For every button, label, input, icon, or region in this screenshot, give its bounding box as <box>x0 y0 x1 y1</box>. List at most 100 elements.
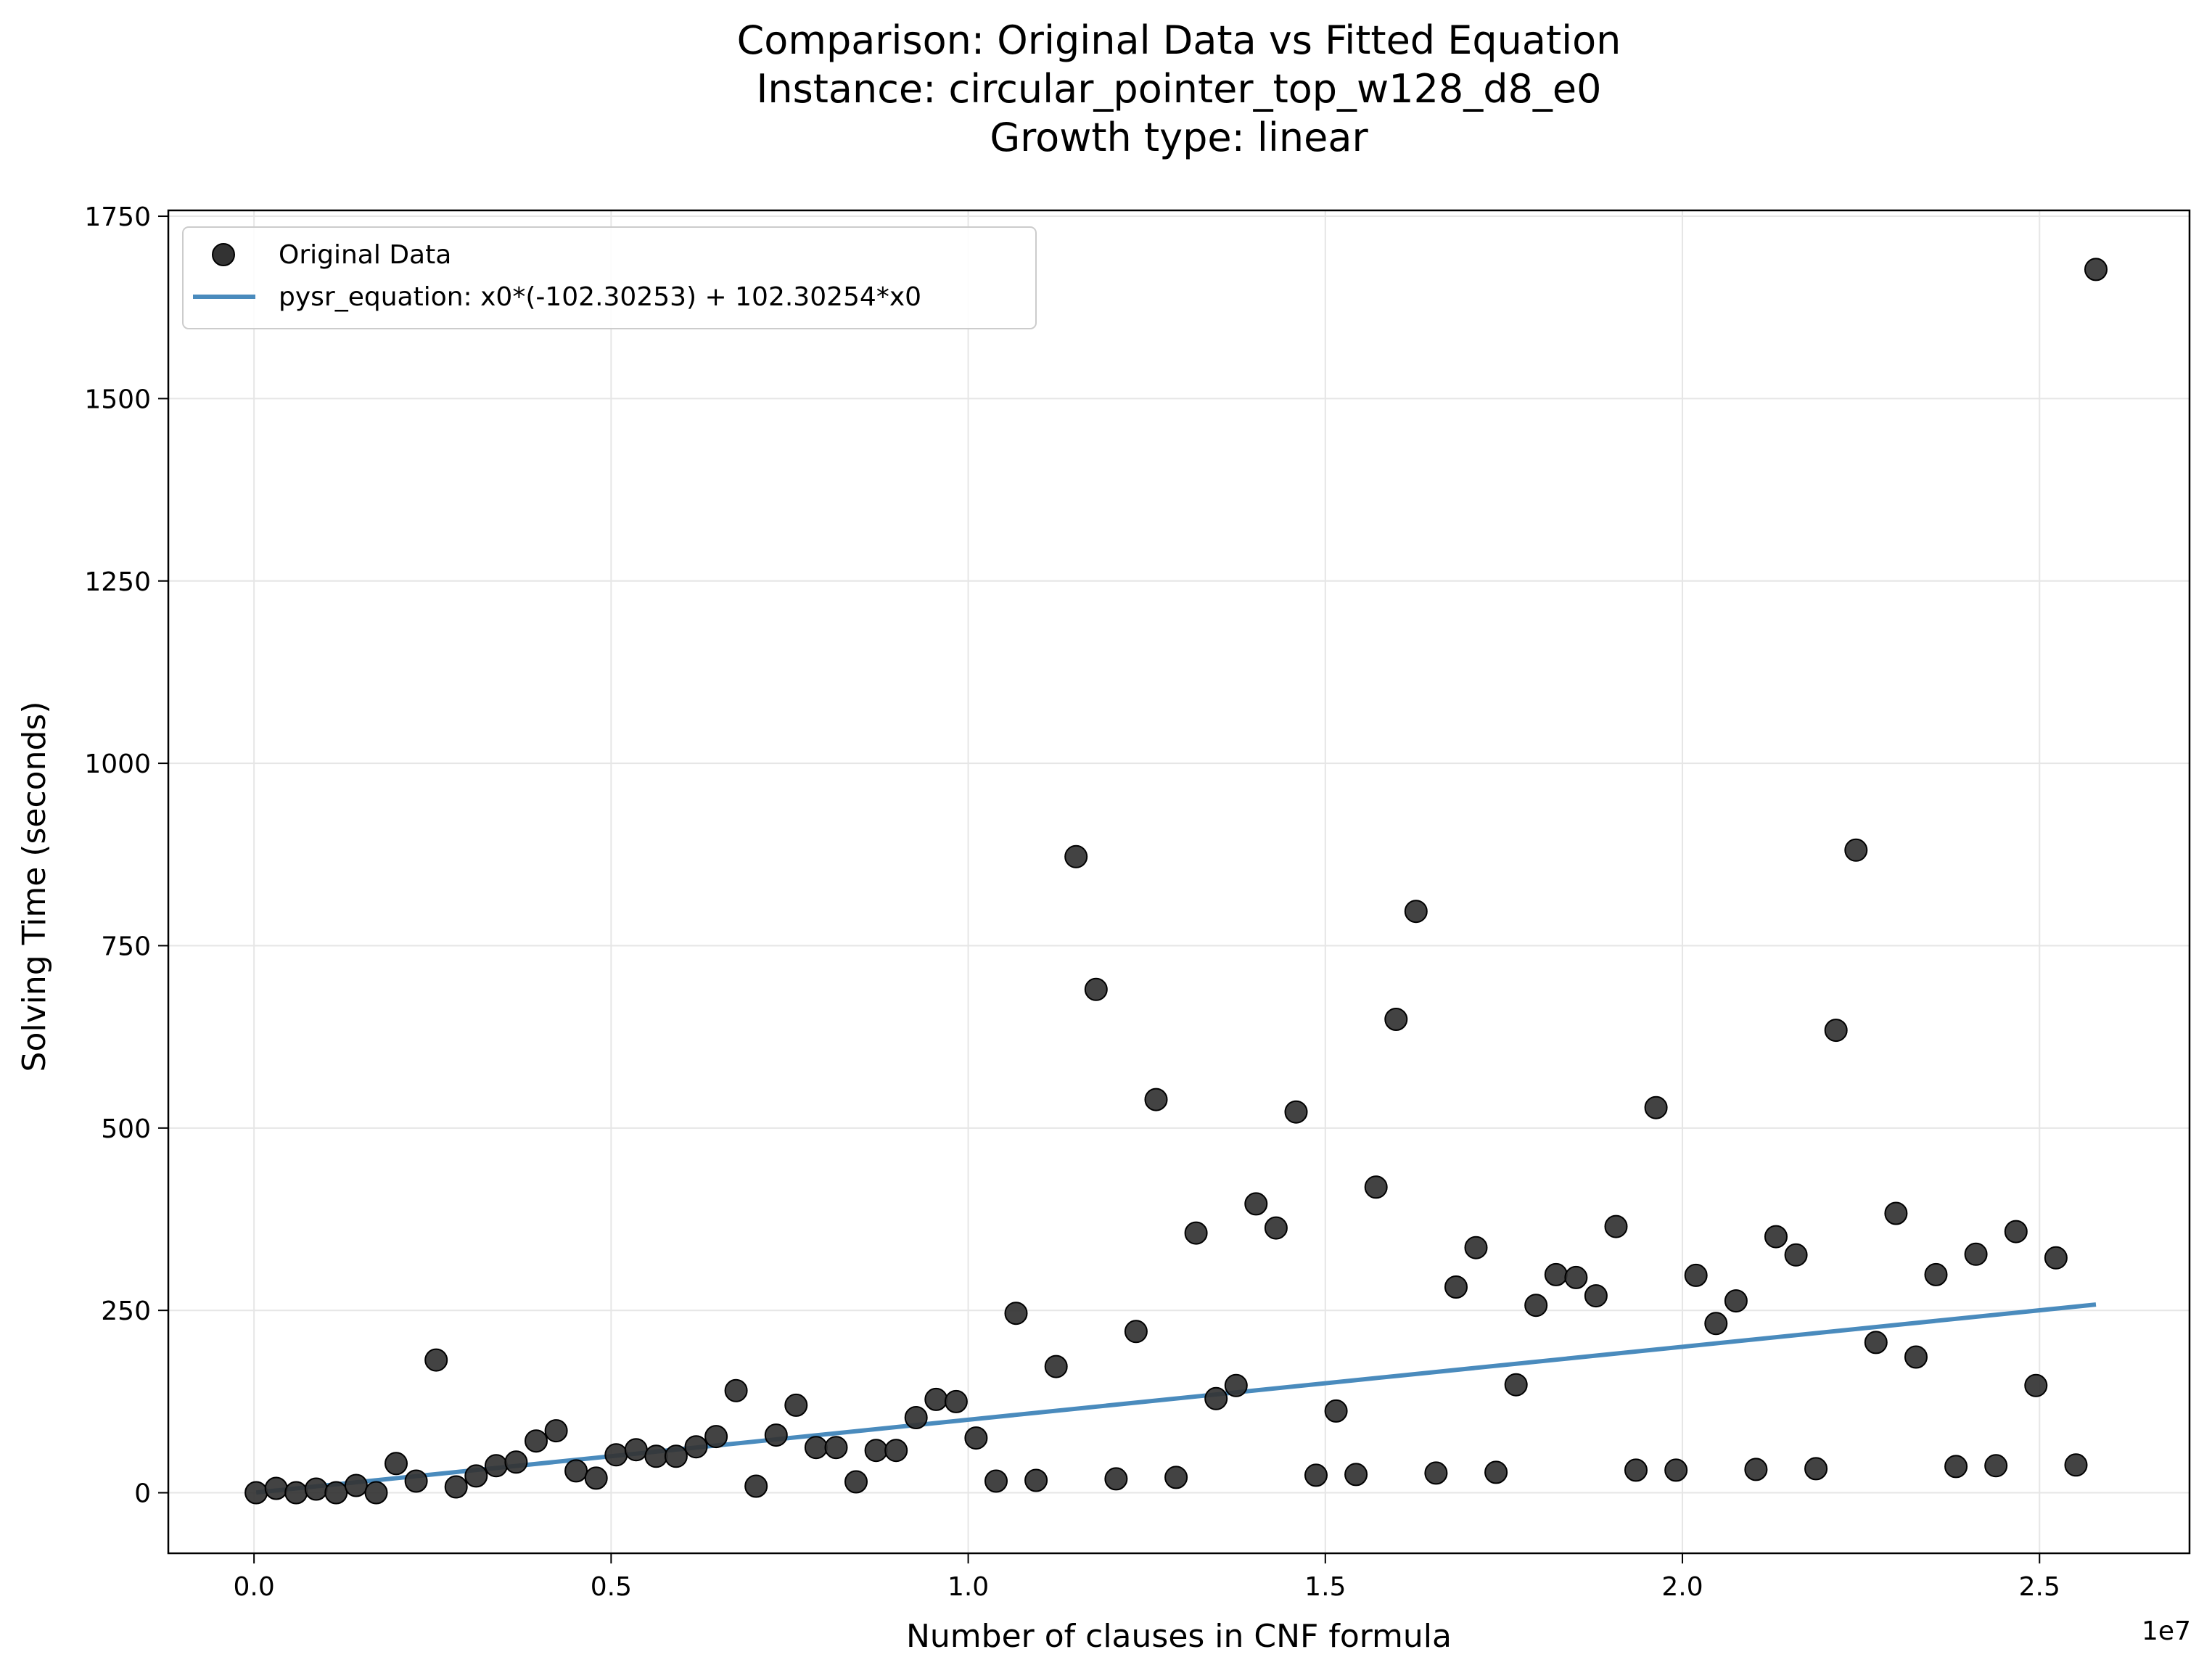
legend-marker-original-data <box>212 243 235 266</box>
data-point <box>1764 1225 1788 1249</box>
data-point <box>584 1466 608 1490</box>
legend-label-pysr-equation: pysr_equation: x0*(-102.30253) + 102.302… <box>279 282 921 312</box>
data-point <box>1904 1345 1928 1369</box>
data-point <box>264 1476 288 1500</box>
x-tick-label: 2.5 <box>2019 1572 2060 1602</box>
data-point <box>1084 977 1108 1001</box>
data-point <box>1364 1175 1388 1199</box>
data-point <box>1244 1192 1268 1216</box>
data-point <box>684 1435 708 1459</box>
data-point <box>1464 1236 1488 1259</box>
data-point <box>1864 1331 1888 1355</box>
data-point <box>1444 1275 1468 1299</box>
data-point <box>1544 1262 1568 1286</box>
scatter-points-layer <box>244 258 2108 1505</box>
data-point <box>2084 258 2108 281</box>
data-point <box>1744 1458 1768 1481</box>
plot-frame <box>167 209 2191 1555</box>
data-point <box>385 1452 408 1476</box>
data-point <box>1004 1302 1028 1325</box>
y-tick-label: 750 <box>101 932 151 961</box>
data-point <box>1324 1399 1348 1423</box>
y-tick-label: 250 <box>101 1296 151 1326</box>
data-point <box>1644 1096 1668 1119</box>
fitted-line <box>255 1302 2097 1495</box>
data-point <box>1524 1294 1548 1318</box>
data-point <box>364 1481 388 1505</box>
data-point <box>884 1439 908 1463</box>
data-point <box>1504 1373 1528 1397</box>
data-point <box>624 1438 648 1462</box>
data-point <box>2024 1373 2048 1397</box>
data-point <box>904 1406 928 1429</box>
x-tick-label: 1.0 <box>947 1572 989 1602</box>
y-tick-label: 1750 <box>84 202 151 232</box>
data-point <box>1724 1289 1748 1313</box>
y-tick-label: 1000 <box>84 749 151 779</box>
data-point <box>704 1425 728 1449</box>
data-point <box>344 1473 368 1497</box>
data-point <box>1164 1466 1188 1489</box>
data-point <box>2004 1220 2028 1244</box>
data-point <box>1784 1243 1808 1267</box>
data-point <box>1704 1312 1728 1336</box>
data-point <box>1584 1284 1608 1308</box>
y-tick-label: 1500 <box>84 385 151 414</box>
data-point <box>924 1387 948 1411</box>
data-point <box>304 1477 328 1501</box>
data-point <box>1144 1088 1168 1111</box>
grid <box>168 210 2190 1553</box>
data-point <box>604 1443 628 1467</box>
data-point <box>2044 1246 2068 1270</box>
data-point <box>724 1378 748 1402</box>
data-point <box>1804 1457 1828 1481</box>
ticks: 0.0 0.5 1.0 1.5 2.0 2.5 0 250 500 750 1000 1250 1500… <box>84 202 2060 1602</box>
data-point <box>1424 1461 1448 1485</box>
data-point <box>1044 1355 1068 1378</box>
data-point <box>1844 838 1868 862</box>
data-point <box>784 1393 808 1417</box>
data-point <box>484 1454 508 1478</box>
data-point <box>564 1459 588 1483</box>
x-axis-offset-label: 1e7 <box>2142 1616 2191 1646</box>
data-point <box>1284 1100 1308 1124</box>
data-point <box>324 1481 348 1505</box>
data-point <box>1564 1265 1588 1289</box>
data-point <box>1024 1468 1048 1492</box>
x-axis-label: Number of clauses in CNF formula <box>906 1618 1452 1655</box>
data-point <box>1124 1320 1148 1344</box>
data-point <box>644 1444 668 1468</box>
data-point <box>1224 1373 1248 1397</box>
data-point <box>1304 1463 1328 1487</box>
y-axis-label: Solving Time (seconds) <box>16 702 53 1072</box>
data-point <box>1204 1386 1228 1410</box>
data-point <box>824 1436 848 1460</box>
chart-title-line-3: Growth type: linear <box>990 115 1368 160</box>
legend-box <box>182 226 1037 329</box>
data-point <box>404 1469 428 1493</box>
data-point <box>1264 1216 1288 1240</box>
data-point <box>2064 1453 2088 1477</box>
y-tick-label: 1250 <box>84 567 151 597</box>
data-point <box>1664 1458 1688 1482</box>
legend: Original Data pysr_equation: x0*(-102.30… <box>182 226 1037 329</box>
data-point <box>1404 900 1428 924</box>
data-point <box>1924 1262 1948 1286</box>
data-point <box>444 1475 468 1499</box>
data-point <box>284 1481 308 1505</box>
y-tick-label: 500 <box>101 1114 151 1144</box>
legend-label-original-data: Original Data <box>279 240 451 270</box>
data-point <box>964 1426 988 1450</box>
axes <box>167 209 2191 1555</box>
data-point <box>464 1464 488 1488</box>
data-point <box>504 1450 528 1474</box>
x-tick-label: 0.5 <box>591 1572 632 1602</box>
data-point <box>525 1429 548 1453</box>
data-point <box>984 1469 1008 1493</box>
data-point <box>1624 1458 1648 1482</box>
data-point <box>1484 1460 1508 1484</box>
data-point <box>1384 1008 1408 1031</box>
data-point <box>1964 1242 1988 1266</box>
data-point <box>844 1470 868 1494</box>
